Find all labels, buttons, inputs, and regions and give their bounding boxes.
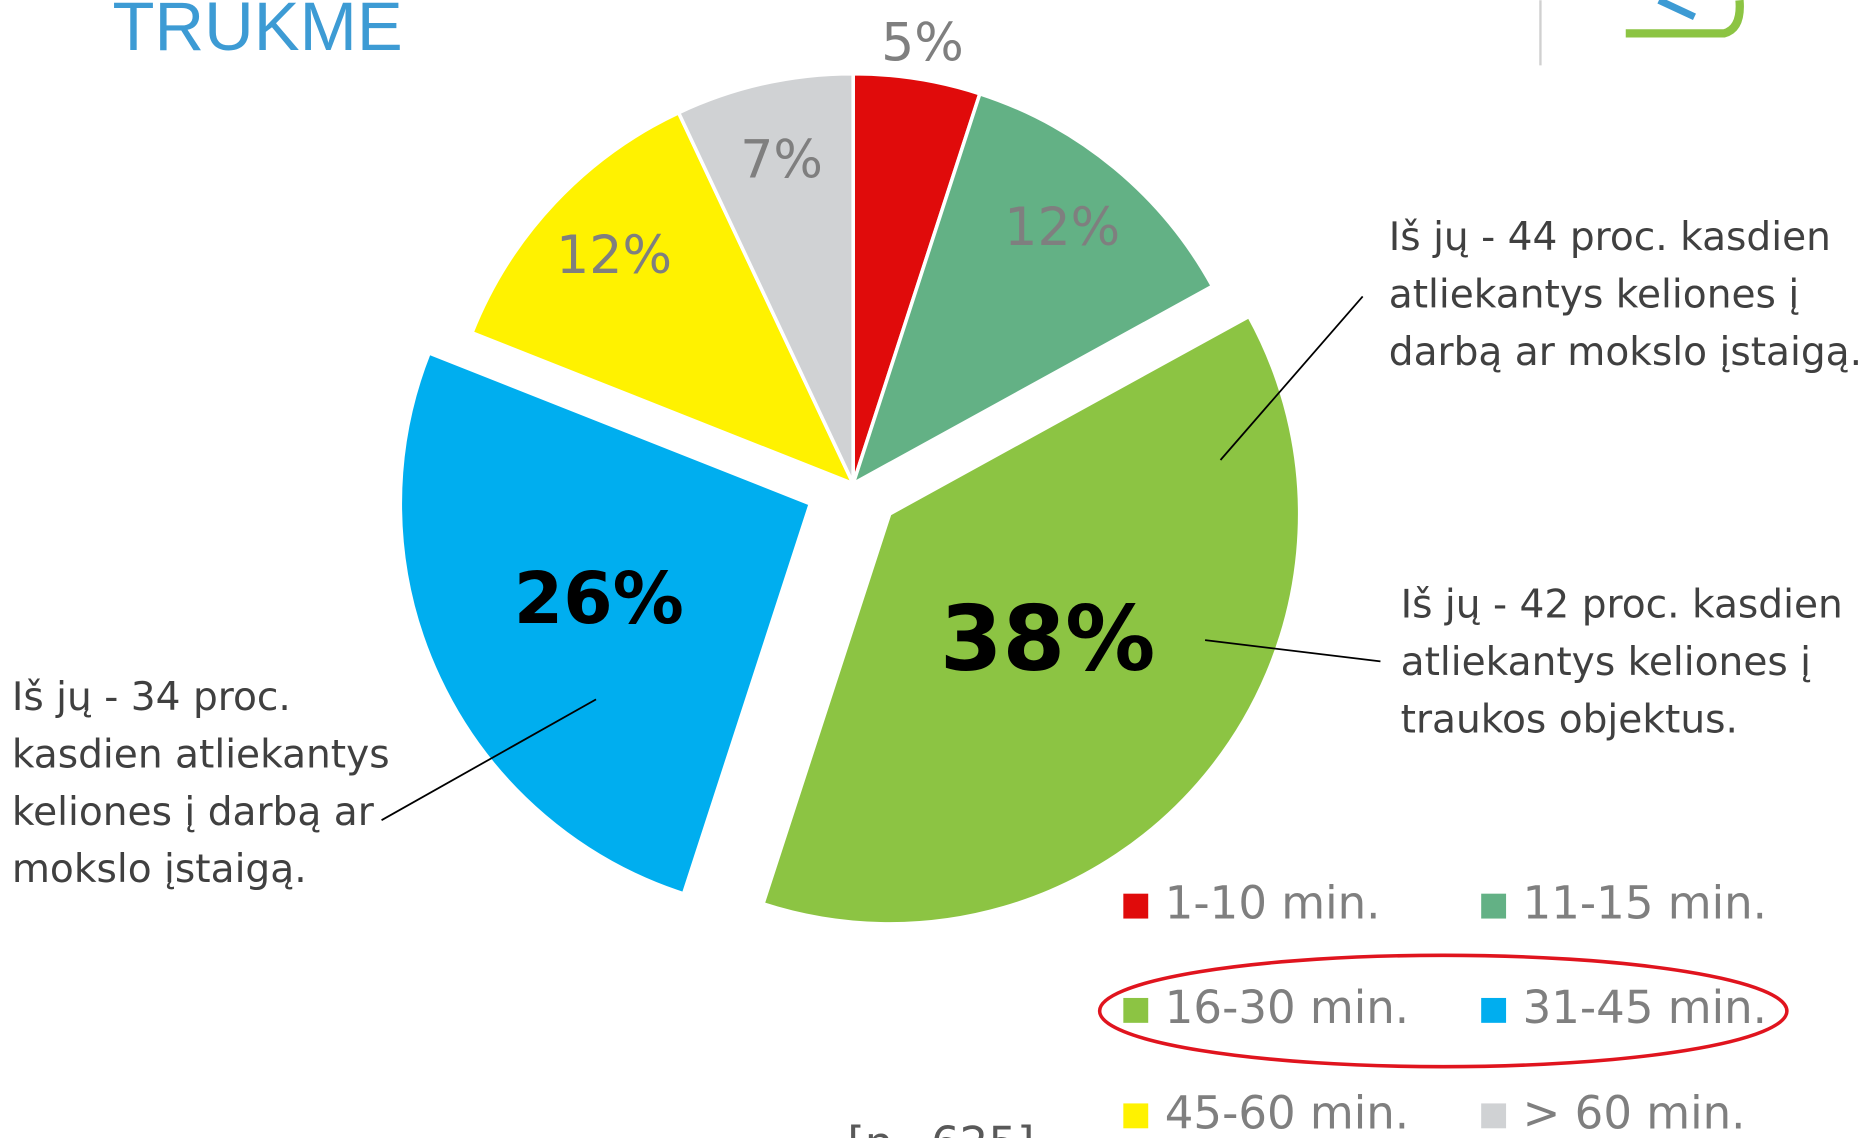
annotation: atliekantys keliones į	[1401, 640, 1811, 685]
legend-swatch	[1123, 893, 1149, 919]
sample-note: [n=625]	[847, 1117, 1034, 1138]
slice-label: 38%	[940, 586, 1156, 691]
annotation: kasdien atliekantys	[12, 732, 390, 777]
pie-slice	[760, 313, 1302, 926]
slice-label: 7%	[740, 131, 823, 191]
legend-swatch	[1481, 1103, 1507, 1129]
pie-slice	[850, 91, 1215, 488]
legend-label: 11-15 min.	[1523, 877, 1767, 930]
annotation-leader	[1219, 295, 1364, 461]
legend-swatch	[1123, 997, 1149, 1023]
pie-slice	[398, 350, 813, 897]
annotation: Iš jų - 42 proc. kasdien	[1401, 582, 1843, 627]
slice-label: 12%	[556, 226, 672, 286]
legend-swatch	[1481, 997, 1507, 1023]
pie-slice	[676, 71, 855, 485]
chart-title: TRUKME	[113, 0, 403, 65]
legend-label: 45-60 min.	[1165, 1086, 1409, 1138]
annotation: darbą ar mokslo įstaigą.	[1389, 330, 1858, 375]
slice-label: 5%	[881, 13, 964, 73]
logo	[1657, 0, 1696, 21]
legend-label: > 60 min.	[1523, 1086, 1746, 1138]
annotation: atliekantys keliones į	[1389, 273, 1799, 318]
legend-swatch	[1481, 893, 1507, 919]
annotation: mokslo įstaigą.	[12, 847, 307, 892]
annotation: traukos objektus.	[1401, 697, 1738, 742]
logo	[1625, 0, 1744, 38]
slice-label: 26%	[514, 557, 684, 640]
annotation: Iš jų - 44 proc. kasdien	[1389, 215, 1831, 260]
legend-label: 1-10 min.	[1165, 877, 1381, 930]
annotation-leader	[1204, 639, 1381, 663]
highlight-ellipse	[1097, 953, 1789, 1069]
legend-label: 31-45 min.	[1523, 981, 1767, 1034]
legend-swatch	[1123, 1103, 1149, 1129]
annotation: keliones į darbą ar	[12, 790, 375, 835]
slice-label: 12%	[1004, 198, 1120, 258]
annotation-leader	[381, 698, 597, 821]
pie-slice	[469, 110, 857, 487]
annotation: Iš jų - 34 proc.	[12, 675, 291, 720]
legend-label: 16-30 min.	[1165, 981, 1409, 1034]
